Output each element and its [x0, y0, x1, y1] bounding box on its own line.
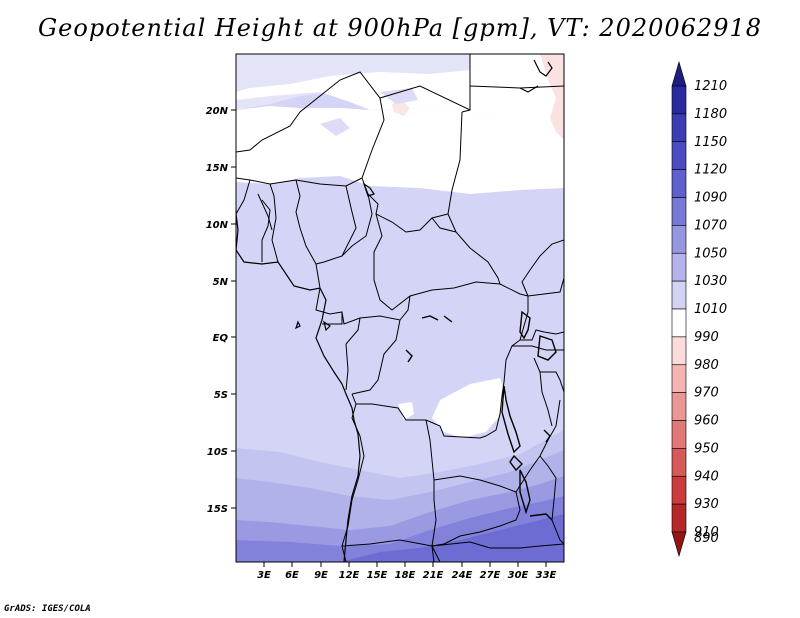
colorbar-level-label: 1210 [694, 79, 727, 94]
colorbar-level-label: 1090 [694, 191, 727, 206]
contour-fill-980-northeast [540, 54, 564, 140]
country-borders [236, 54, 564, 562]
longitude-axis: 3E 6E 9E 12E 15E 18E 21E 24E 27E 30E 33E [257, 562, 557, 581]
colorbar-cell [671, 392, 687, 421]
colorbar-cell [671, 531, 687, 558]
map-title: Geopotential Height at 900hPa [gpm], VT:… [38, 14, 762, 42]
colorbar-level-label: 980 [694, 358, 719, 373]
contour-fill-sahara [236, 106, 564, 194]
lon-tick-label: 9E [314, 570, 328, 581]
lat-tick-label: 15S [207, 504, 228, 515]
colorbar-cell [671, 308, 687, 338]
lon-tick-label: 15E [367, 570, 388, 581]
colorbar-level-label: 990 [694, 330, 719, 345]
colorbar-level-label: 1030 [694, 274, 727, 289]
colorbar-level-label: 930 [694, 497, 719, 512]
colorbar-cell [671, 197, 687, 226]
colorbar-cell [671, 141, 687, 170]
map-frame [235, 53, 565, 563]
colorbar-cell [671, 280, 687, 310]
colorbar-level-label: 1120 [694, 163, 727, 178]
lon-tick-label: 3E [257, 570, 271, 581]
contour-fill-congo-white [432, 378, 506, 438]
colorbar-cell [671, 420, 687, 449]
colorbar-cell [671, 113, 687, 143]
colorbar-cell [671, 225, 687, 254]
lon-tick-label: 6E [285, 570, 299, 581]
lat-tick-label: 10N [206, 220, 229, 231]
colorbar-level-label: 890 [694, 531, 719, 546]
colorbar-cell [671, 60, 687, 87]
colorbar-cell [671, 448, 687, 477]
colorbar-cell [671, 252, 687, 282]
colorbar-cell [671, 364, 687, 393]
colorbar-level-label: 910 [694, 525, 719, 540]
colorbar-level-label: 1180 [694, 107, 727, 122]
colorbar-level-label: 970 [694, 386, 719, 401]
lon-tick-label: 30E [508, 570, 529, 581]
lon-tick-label: 33E [536, 570, 557, 581]
latitude-axis: 20N 15N 10N 5N EQ 5S 10S 15S [206, 106, 236, 515]
lon-tick-label: 18E [395, 570, 416, 581]
colorbar-level-label: 940 [694, 469, 719, 484]
colorbar-cells [671, 60, 687, 558]
lon-tick-label: 12E [339, 570, 360, 581]
colorbar: 1210 1180 1150 1120 1090 1070 1050 1030 1010 990 9… [671, 60, 727, 558]
colorbar-level-label: 1010 [694, 302, 727, 317]
coastline [236, 59, 553, 562]
lon-tick-label: 24E [452, 570, 473, 581]
colorbar-level-label: 1070 [694, 218, 727, 233]
colorbar-level-label: 1150 [694, 135, 727, 150]
lat-tick-label: 5N [213, 277, 229, 288]
colorbar-cell [671, 503, 687, 533]
lat-tick-label: 15N [206, 163, 229, 174]
colorbar-cell [671, 169, 687, 198]
footer-credit: GrADS: IGES/COLA [4, 604, 91, 614]
contour-fill-980-patch [392, 100, 410, 116]
lakes [405, 310, 557, 521]
colorbar-cell [671, 336, 687, 366]
colorbar-level-label: 950 [694, 441, 719, 456]
lat-tick-label: 5S [214, 390, 228, 401]
lon-tick-label: 27E [480, 570, 501, 581]
colorbar-level-label: 1050 [694, 246, 727, 261]
lat-tick-label: 10S [207, 447, 228, 458]
contour-fill-1120 [340, 514, 564, 562]
colorbar-cell [671, 85, 687, 115]
colorbar-labels: 1210 1180 1150 1120 1090 1070 1050 1030 1010 990 9… [694, 79, 727, 546]
map-panel [236, 54, 564, 562]
lat-tick-label: 20N [206, 106, 229, 117]
colorbar-level-label: 960 [694, 414, 719, 429]
contour-fill-990-band [236, 54, 564, 120]
colorbar-cell [671, 475, 687, 505]
lon-tick-label: 21E [423, 570, 444, 581]
lat-tick-label: EQ [213, 333, 229, 344]
